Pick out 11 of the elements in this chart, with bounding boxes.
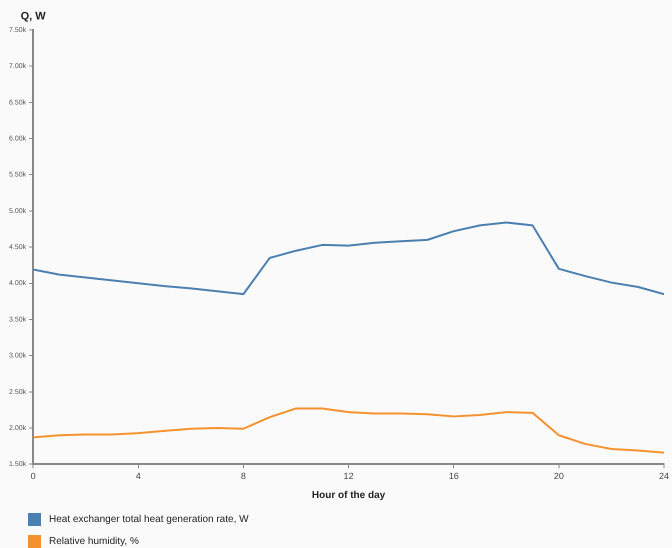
- x-tick-label: 12: [344, 471, 354, 482]
- x-tick-label: 20: [554, 471, 564, 482]
- x-tick-label: 16: [448, 471, 459, 482]
- x-tick-label: 24: [658, 471, 669, 482]
- x-tick-label: 0: [30, 471, 36, 482]
- legend-label: Heat exchanger total heat generation rate, W: [49, 514, 249, 524]
- x-tick-label: 8: [240, 471, 246, 482]
- x-tick-label: 4: [136, 471, 141, 482]
- x-axis-title: Hour of the day: [312, 490, 386, 501]
- y-axis-title: Q, W: [20, 10, 46, 23]
- legend-label: Relative humidity, %: [49, 536, 139, 546]
